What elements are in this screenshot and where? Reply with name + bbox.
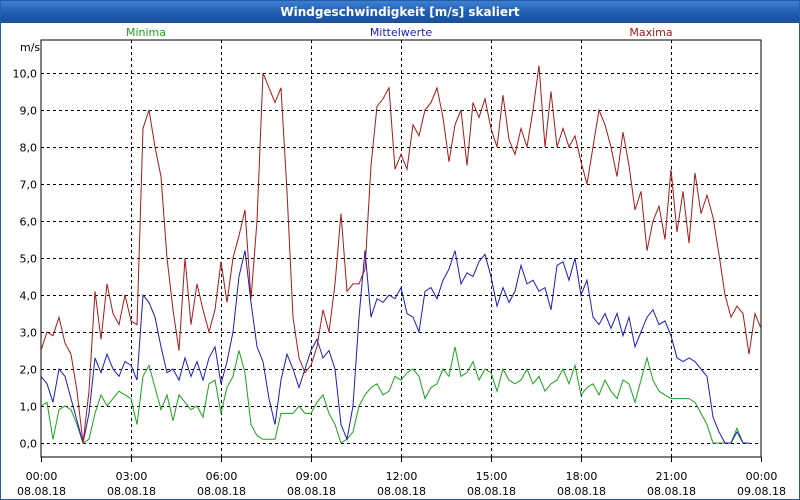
y-tick-label: 4,0 <box>20 290 38 303</box>
x-tick-time: 00:00 <box>26 470 58 483</box>
legend-mittelwerte: Mittelwerte <box>370 26 433 39</box>
series-line-mittelwerte <box>41 250 749 444</box>
x-tick-date: 08.08.18 <box>647 485 696 498</box>
window-title: Windgeschwindigkeit [m/s] skaliert <box>1 1 799 23</box>
y-tick-label: 9,0 <box>20 105 38 118</box>
x-tick-time: 09:00 <box>296 470 328 483</box>
y-tick-label: 8,0 <box>20 142 38 155</box>
y-tick-label: 2,0 <box>20 364 38 377</box>
x-tick-date: 09.08.18 <box>737 485 786 498</box>
x-tick-date: 08.08.18 <box>557 485 606 498</box>
y-axis-label: m/s <box>20 41 40 54</box>
x-tick-date: 08.08.18 <box>467 485 516 498</box>
x-tick-date: 08.08.18 <box>17 485 66 498</box>
x-tick-time: 00:00 <box>746 470 778 483</box>
x-tick-time: 15:00 <box>476 470 508 483</box>
x-tick-time: 06:00 <box>206 470 238 483</box>
y-tick-label: 6,0 <box>20 216 38 229</box>
y-tick-label: 7,0 <box>20 179 38 192</box>
x-tick-time: 18:00 <box>566 470 598 483</box>
y-tick-label: 0,0 <box>20 438 38 451</box>
x-tick-time: 21:00 <box>656 470 688 483</box>
x-tick-date: 08.08.18 <box>377 485 426 498</box>
series-line-minima <box>41 346 749 444</box>
legend-minima: Minima <box>126 26 166 39</box>
x-tick-time: 03:00 <box>116 470 148 483</box>
chart-canvas: 0,0 1,0 2,0 3,0 4,0 5,0 6,0 7,0 8,0 9,0 10,0 m/s 00:… <box>13 26 786 498</box>
y-tick-label: 1,0 <box>20 401 38 414</box>
y-tick-label: 5,0 <box>20 253 38 266</box>
legend-maxima: Maxima <box>629 26 672 39</box>
x-tick-date: 08.08.18 <box>107 485 156 498</box>
y-tick-label: 3,0 <box>20 327 38 340</box>
x-tick-time: 12:00 <box>386 470 418 483</box>
series-line-maxima <box>41 65 761 444</box>
x-tick-date: 08.08.18 <box>197 485 246 498</box>
x-tick-date: 08.08.18 <box>287 485 336 498</box>
y-tick-label: 10,0 <box>13 68 38 81</box>
